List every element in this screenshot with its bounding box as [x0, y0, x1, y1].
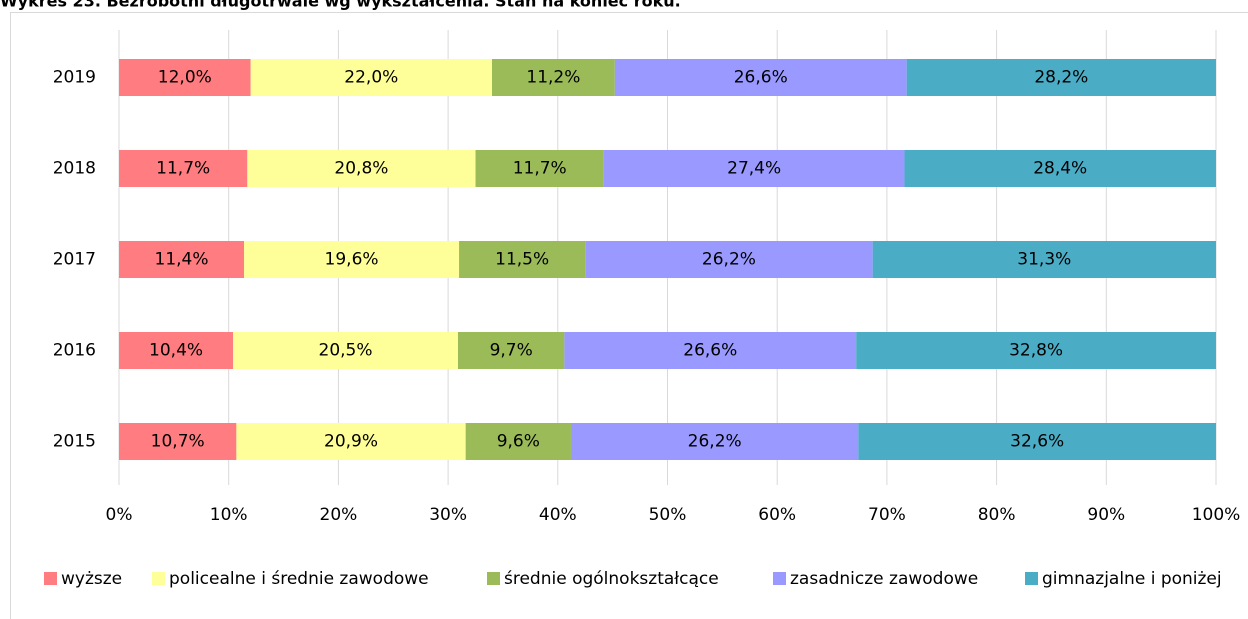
- bar-segment: [614, 59, 907, 96]
- bar-segment: [119, 423, 237, 460]
- chart-title: Wykres 23. Bezrobotni długotrwale wg wyk…: [0, 0, 681, 11]
- legend-swatch: [1025, 572, 1038, 585]
- legend-swatch: [487, 572, 500, 585]
- y-tick-label: 2017: [53, 250, 96, 270]
- bar-segment: [236, 423, 466, 460]
- x-tick-label: 90%: [1087, 505, 1125, 525]
- data-label: 10,4%: [149, 341, 203, 361]
- x-tick-label: 30%: [429, 505, 467, 525]
- data-label: 28,4%: [1033, 159, 1087, 179]
- bar-segment: [459, 241, 586, 278]
- data-label: 31,3%: [1017, 250, 1071, 270]
- x-tick-label: 0%: [106, 505, 133, 525]
- bar-segment: [585, 241, 873, 278]
- data-label: 11,5%: [495, 250, 549, 270]
- bar-segment: [904, 150, 1216, 187]
- x-tick-label: 40%: [539, 505, 577, 525]
- y-tick-label: 2019: [53, 68, 96, 88]
- bar-segment: [465, 423, 571, 460]
- data-label: 20,5%: [319, 341, 373, 361]
- bar-segment: [119, 332, 234, 369]
- legend-swatch: [44, 572, 57, 585]
- bar-segment: [491, 59, 615, 96]
- data-label: 26,2%: [702, 250, 756, 270]
- bar-segment: [475, 150, 604, 187]
- bar-segment: [119, 241, 245, 278]
- bar-segment: [119, 59, 251, 96]
- bar-segment: [247, 150, 476, 187]
- bar-segment: [457, 332, 565, 369]
- data-label: 32,6%: [1010, 432, 1064, 452]
- data-label: 9,7%: [490, 341, 533, 361]
- data-label: 28,2%: [1034, 68, 1088, 88]
- data-label: 32,8%: [1009, 341, 1063, 361]
- data-label: 19,6%: [325, 250, 379, 270]
- data-label: 26,6%: [683, 341, 737, 361]
- data-label: 11,7%: [513, 159, 567, 179]
- bar-segment: [603, 150, 905, 187]
- legend-swatch: [773, 572, 786, 585]
- data-label: 26,2%: [688, 432, 742, 452]
- data-label: 20,8%: [334, 159, 388, 179]
- data-label: 11,4%: [155, 250, 209, 270]
- bar-segment: [244, 241, 460, 278]
- data-label: 12,0%: [158, 68, 212, 88]
- legend-label: gimnazjalne i poniżej: [1042, 569, 1222, 589]
- bar-segment: [250, 59, 492, 96]
- data-label: 22,0%: [344, 68, 398, 88]
- data-label: 10,7%: [151, 432, 205, 452]
- chart-frame: [10, 12, 1248, 619]
- data-label: 20,9%: [324, 432, 378, 452]
- bar-segment: [233, 332, 458, 369]
- y-tick-label: 2018: [53, 159, 96, 179]
- x-tick-label: 100%: [1192, 505, 1241, 525]
- legend-label: policealne i średnie zawodowe: [169, 569, 429, 589]
- legend-swatch: [152, 572, 165, 585]
- data-label: 9,6%: [497, 432, 540, 452]
- x-tick-label: 10%: [210, 505, 248, 525]
- data-label: 26,6%: [734, 68, 788, 88]
- legend-label: zasadnicze zawodowe: [790, 569, 978, 589]
- bar-segment: [906, 59, 1216, 96]
- bar-segment: [872, 241, 1216, 278]
- bar-segment: [858, 423, 1216, 460]
- y-tick-label: 2015: [53, 432, 96, 452]
- bar-segment: [570, 423, 859, 460]
- x-tick-label: 50%: [649, 505, 687, 525]
- x-tick-label: 20%: [320, 505, 358, 525]
- bar-segment: [119, 150, 248, 187]
- y-tick-label: 2016: [53, 341, 96, 361]
- x-tick-label: 70%: [868, 505, 906, 525]
- data-label: 11,2%: [526, 68, 580, 88]
- x-tick-label: 80%: [978, 505, 1016, 525]
- bar-segment: [856, 332, 1216, 369]
- data-label: 11,7%: [156, 159, 210, 179]
- bar-segment: [564, 332, 857, 369]
- x-tick-label: 60%: [758, 505, 796, 525]
- data-label: 27,4%: [727, 159, 781, 179]
- legend-label: średnie ogólnokształcące: [504, 569, 719, 589]
- legend-label: wyższe: [61, 569, 122, 589]
